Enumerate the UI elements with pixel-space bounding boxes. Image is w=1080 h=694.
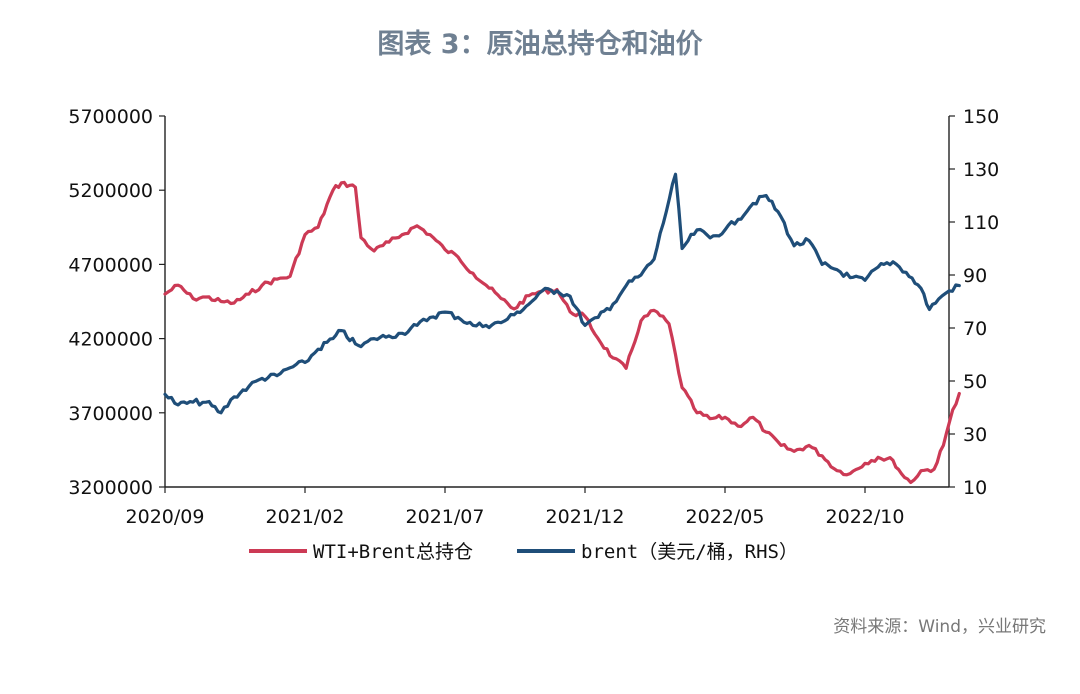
y-right-tick-label: 70 [963, 318, 987, 340]
y-right-tick-label: 10 [963, 477, 987, 499]
series-line-brent [163, 172, 961, 415]
y-left-tick-label: 5200000 [68, 180, 153, 202]
y-right-tick-label: 50 [963, 371, 987, 393]
legend-label: brent（美元/桶，RHS） [581, 541, 798, 563]
series-line-open-interest [163, 180, 961, 485]
x-tick-label: 2022/10 [826, 506, 905, 528]
y-left-tick-label: 3200000 [68, 477, 153, 499]
y-left-tick-label: 4700000 [68, 254, 153, 276]
legend: WTI+Brent总持仓 brent（美元/桶，RHS） [249, 541, 798, 563]
x-tick-label: 2020/09 [126, 506, 205, 528]
legend-label: WTI+Brent总持仓 [313, 541, 473, 563]
y-right-tick-label: 130 [963, 159, 999, 181]
x-tick-label: 2021/07 [406, 506, 485, 528]
y-right-tick-label: 90 [963, 265, 987, 287]
y-left-tick-label: 5700000 [68, 106, 153, 128]
x-tick-label: 2021/12 [546, 506, 625, 528]
series-layer [163, 172, 961, 485]
chart-title: 图表 3：原油总持仓和油价 [377, 29, 703, 60]
x-tick-label: 2022/05 [686, 506, 765, 528]
y-right-tick-label: 110 [963, 212, 999, 234]
axes-layer: 3200000 3700000 4200000 4700000 5200000 57000… [68, 106, 999, 528]
source-note: 资料来源：Wind，兴业研究 [833, 617, 1046, 637]
y-right-tick-label: 30 [963, 424, 987, 446]
legend-entry-brent: brent（美元/桶，RHS） [517, 541, 798, 563]
legend-entry-open-interest: WTI+Brent总持仓 [249, 541, 473, 563]
y-left-tick-label: 3700000 [68, 403, 153, 425]
x-tick-label: 2021/02 [266, 506, 345, 528]
y-left-tick-label: 4200000 [68, 329, 153, 351]
y-right-tick-label: 150 [963, 106, 999, 128]
